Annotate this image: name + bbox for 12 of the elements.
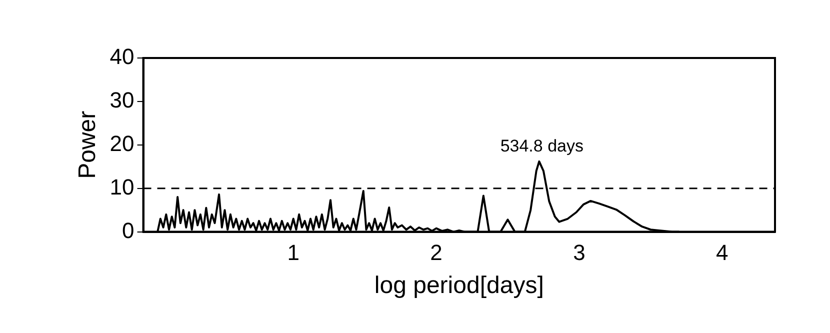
y-tick-label: 40 — [110, 44, 134, 70]
x-tick-label: 2 — [430, 240, 442, 266]
y-tick-label: 30 — [110, 88, 134, 113]
y-tick-label: 20 — [110, 130, 134, 156]
x-tick-label: 3 — [573, 240, 586, 266]
annotation: 534.8 days — [500, 136, 584, 156]
y-tick-label: 0 — [122, 218, 134, 243]
x-tick-label: 1 — [287, 240, 300, 266]
x-axis-title: log period[days] — [374, 272, 544, 300]
y-axis-title: Power — [74, 110, 102, 179]
y-tick-label: 10 — [110, 174, 134, 200]
x-tick-label: 4 — [716, 240, 728, 266]
